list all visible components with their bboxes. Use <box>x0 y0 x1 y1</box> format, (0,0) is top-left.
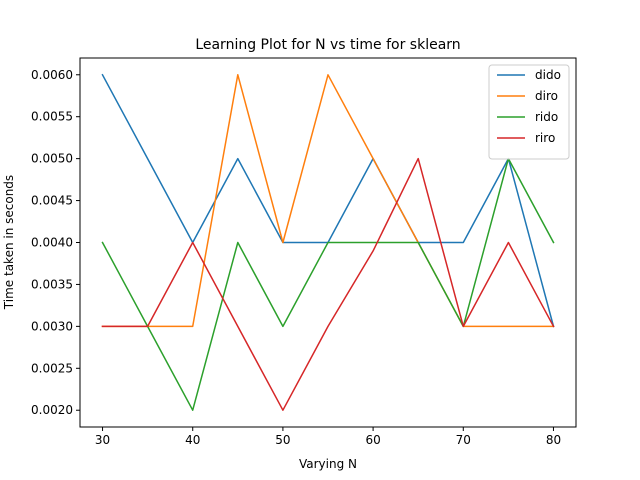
y-tick-label: 0.0025 <box>31 361 73 375</box>
legend-label-riro: riro <box>535 131 555 145</box>
y-tick-label: 0.0030 <box>31 319 73 333</box>
y-tick-label: 0.0020 <box>31 403 73 417</box>
legend-label-rido: rido <box>535 110 558 124</box>
x-tick-label: 80 <box>546 433 561 447</box>
x-tick-label: 30 <box>95 433 110 447</box>
x-tick-label: 50 <box>275 433 290 447</box>
y-tick-label: 0.0040 <box>31 236 73 250</box>
y-tick-label: 0.0045 <box>31 194 73 208</box>
legend-label-diro: diro <box>535 89 558 103</box>
series-line-riro <box>101 157 555 411</box>
y-tick-label: 0.0035 <box>31 277 73 291</box>
x-tick-label: 70 <box>456 433 471 447</box>
y-tick-label: 0.0055 <box>31 110 73 124</box>
series-line-diro <box>101 74 555 328</box>
series-layer <box>101 73 555 411</box>
y-tick-label: 0.0050 <box>31 152 73 166</box>
legend-box <box>488 64 570 160</box>
y-axis-label: Time taken in seconds <box>2 175 16 310</box>
chart-title: Learning Plot for N vs time for sklearn <box>195 37 460 53</box>
y-axis: 0.0020 0.0025 0.0030 0.0035 0.0040 0.0045 0.00… <box>31 68 80 417</box>
legend: dido diro rido riro <box>488 64 570 160</box>
y-tick-label: 0.0060 <box>31 68 73 82</box>
x-tick-label: 60 <box>365 433 380 447</box>
x-axis: 30 40 50 60 70 80 <box>95 427 561 447</box>
series-line-dido <box>101 73 555 328</box>
legend-label-dido: dido <box>535 68 561 82</box>
series-line-rido <box>101 157 555 411</box>
x-tick-label: 40 <box>185 433 200 447</box>
x-axis-label: Varying N <box>299 457 357 471</box>
